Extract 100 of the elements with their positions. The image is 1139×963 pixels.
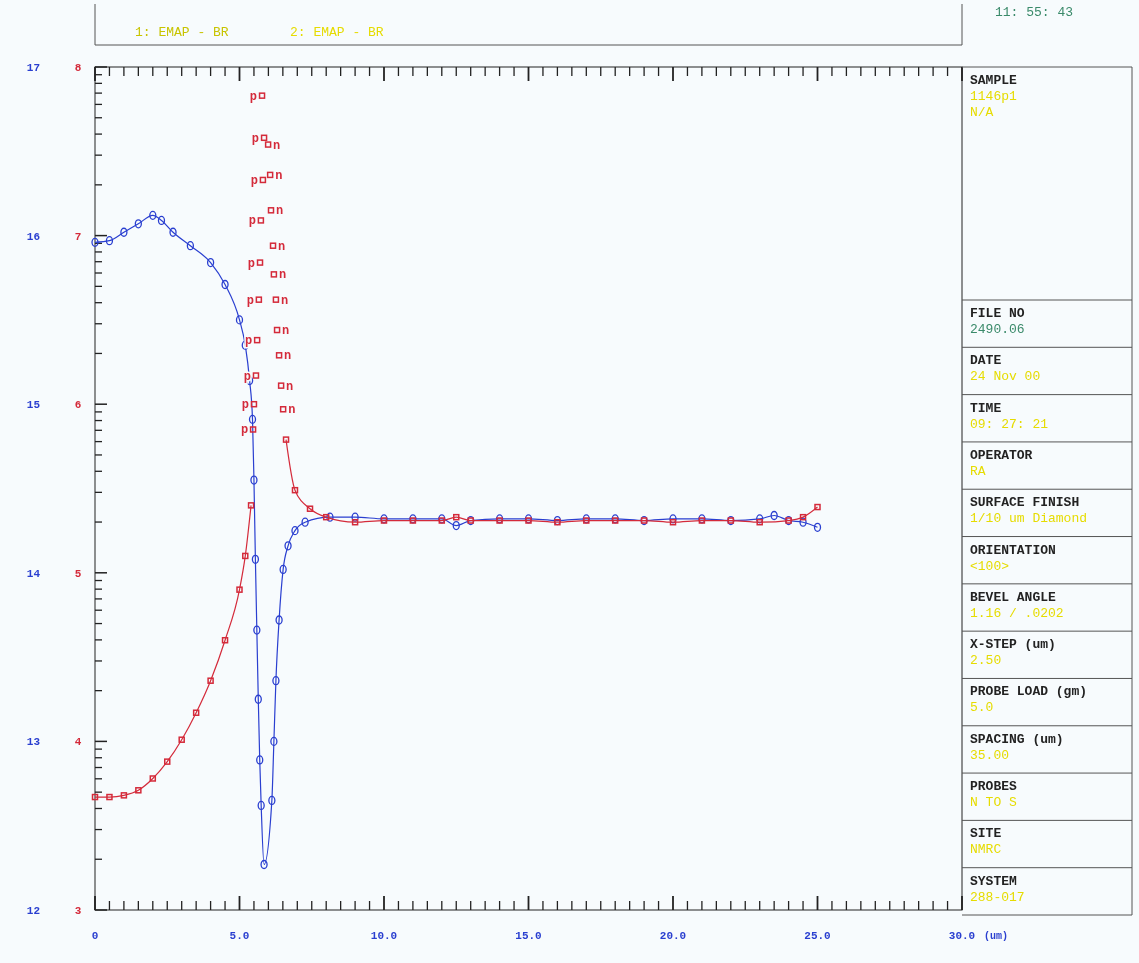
data-label: n [282,324,290,339]
point [291,526,299,536]
text: N TO S [970,795,1018,811]
point [273,326,281,334]
point [351,512,359,522]
data-label: p [240,423,249,438]
text: ORIENTATION [970,542,1056,558]
point [255,296,263,303]
point [251,554,260,564]
data-label: n [278,239,286,254]
text: 09: 27: 21 [970,416,1049,432]
text: X-STEP (um) [970,637,1056,653]
data-label: n [276,204,284,219]
point [279,564,287,575]
data-label: p [248,214,256,229]
point [272,296,280,303]
point [256,755,264,765]
point [248,414,257,425]
point [91,237,99,247]
point [249,426,257,433]
x-tick-label: 0 [91,930,99,942]
x-tick-label: 15.0 [515,930,542,942]
data-label: n [273,138,281,153]
text: <100> [970,558,1010,574]
y-tick-label: 12 [26,905,40,917]
text: PROBE LOAD (gm) [970,684,1088,700]
point [120,792,128,799]
y-tick-label: 17 [26,62,40,74]
point [250,400,258,408]
text: FILE NO [970,306,1025,321]
x-axis-title: (um) [984,931,1009,942]
point [257,800,265,811]
data-label: p [249,89,258,104]
point [206,257,215,268]
text: 1146p1 [970,89,1018,104]
point [149,210,157,221]
point [254,694,262,704]
point [268,795,276,806]
y-tick-label: 14 [26,567,41,580]
data-label: p [244,334,253,349]
point [260,134,268,142]
point [91,793,99,801]
point [275,352,283,359]
text: 2490.06 [970,322,1025,337]
point [351,518,359,526]
data-label: n [278,268,287,283]
point [186,241,195,251]
text: N/A [970,105,994,120]
point [799,517,807,527]
data-label: p [241,398,249,413]
data-label: p [246,293,254,308]
point [282,436,290,443]
point [164,758,171,765]
point [452,520,460,531]
point [669,518,677,526]
text: BEVEL ANGLE [970,589,1057,605]
point [453,513,460,521]
y2-tick-label: 7 [74,230,82,243]
y2-tick-label: 5 [74,567,82,580]
point [269,242,277,249]
point [221,279,229,290]
text: 288-017 [970,889,1025,905]
point [252,372,260,379]
text: NMRC [970,842,1002,858]
point [301,517,309,527]
data-label: n [275,168,283,183]
point [264,141,272,148]
data-label: n [288,403,296,418]
y2-tick-label: 3 [74,905,82,917]
point [149,775,157,782]
point [756,518,763,526]
text: SITE [970,826,1002,842]
y-tick-label: 16 [26,230,40,243]
text: DATE [970,353,1002,369]
point [169,227,177,237]
point [770,510,778,521]
point [259,176,267,184]
data-label: n [280,293,289,308]
text: PROBES [970,779,1018,795]
point [291,486,299,494]
point [120,227,128,237]
text: 24 Nov 00 [970,369,1041,385]
y-tick-label: 13 [26,736,41,749]
point [813,522,822,532]
text: 2.50 [970,653,1002,669]
data-label: n [284,349,292,364]
point [105,236,114,246]
point [242,552,249,560]
point [266,171,274,179]
text: 1: EMAP - BR [135,25,229,40]
point [157,215,166,226]
point [306,505,314,512]
point [135,787,142,794]
text: SAMPLE [970,73,1018,88]
y-tick-label: 15 [26,399,41,412]
point [270,736,278,747]
text: 1.16 / .0202 [970,605,1064,621]
point [256,259,264,266]
text: 35.00 [970,747,1010,763]
text: 5.0 [970,700,994,716]
